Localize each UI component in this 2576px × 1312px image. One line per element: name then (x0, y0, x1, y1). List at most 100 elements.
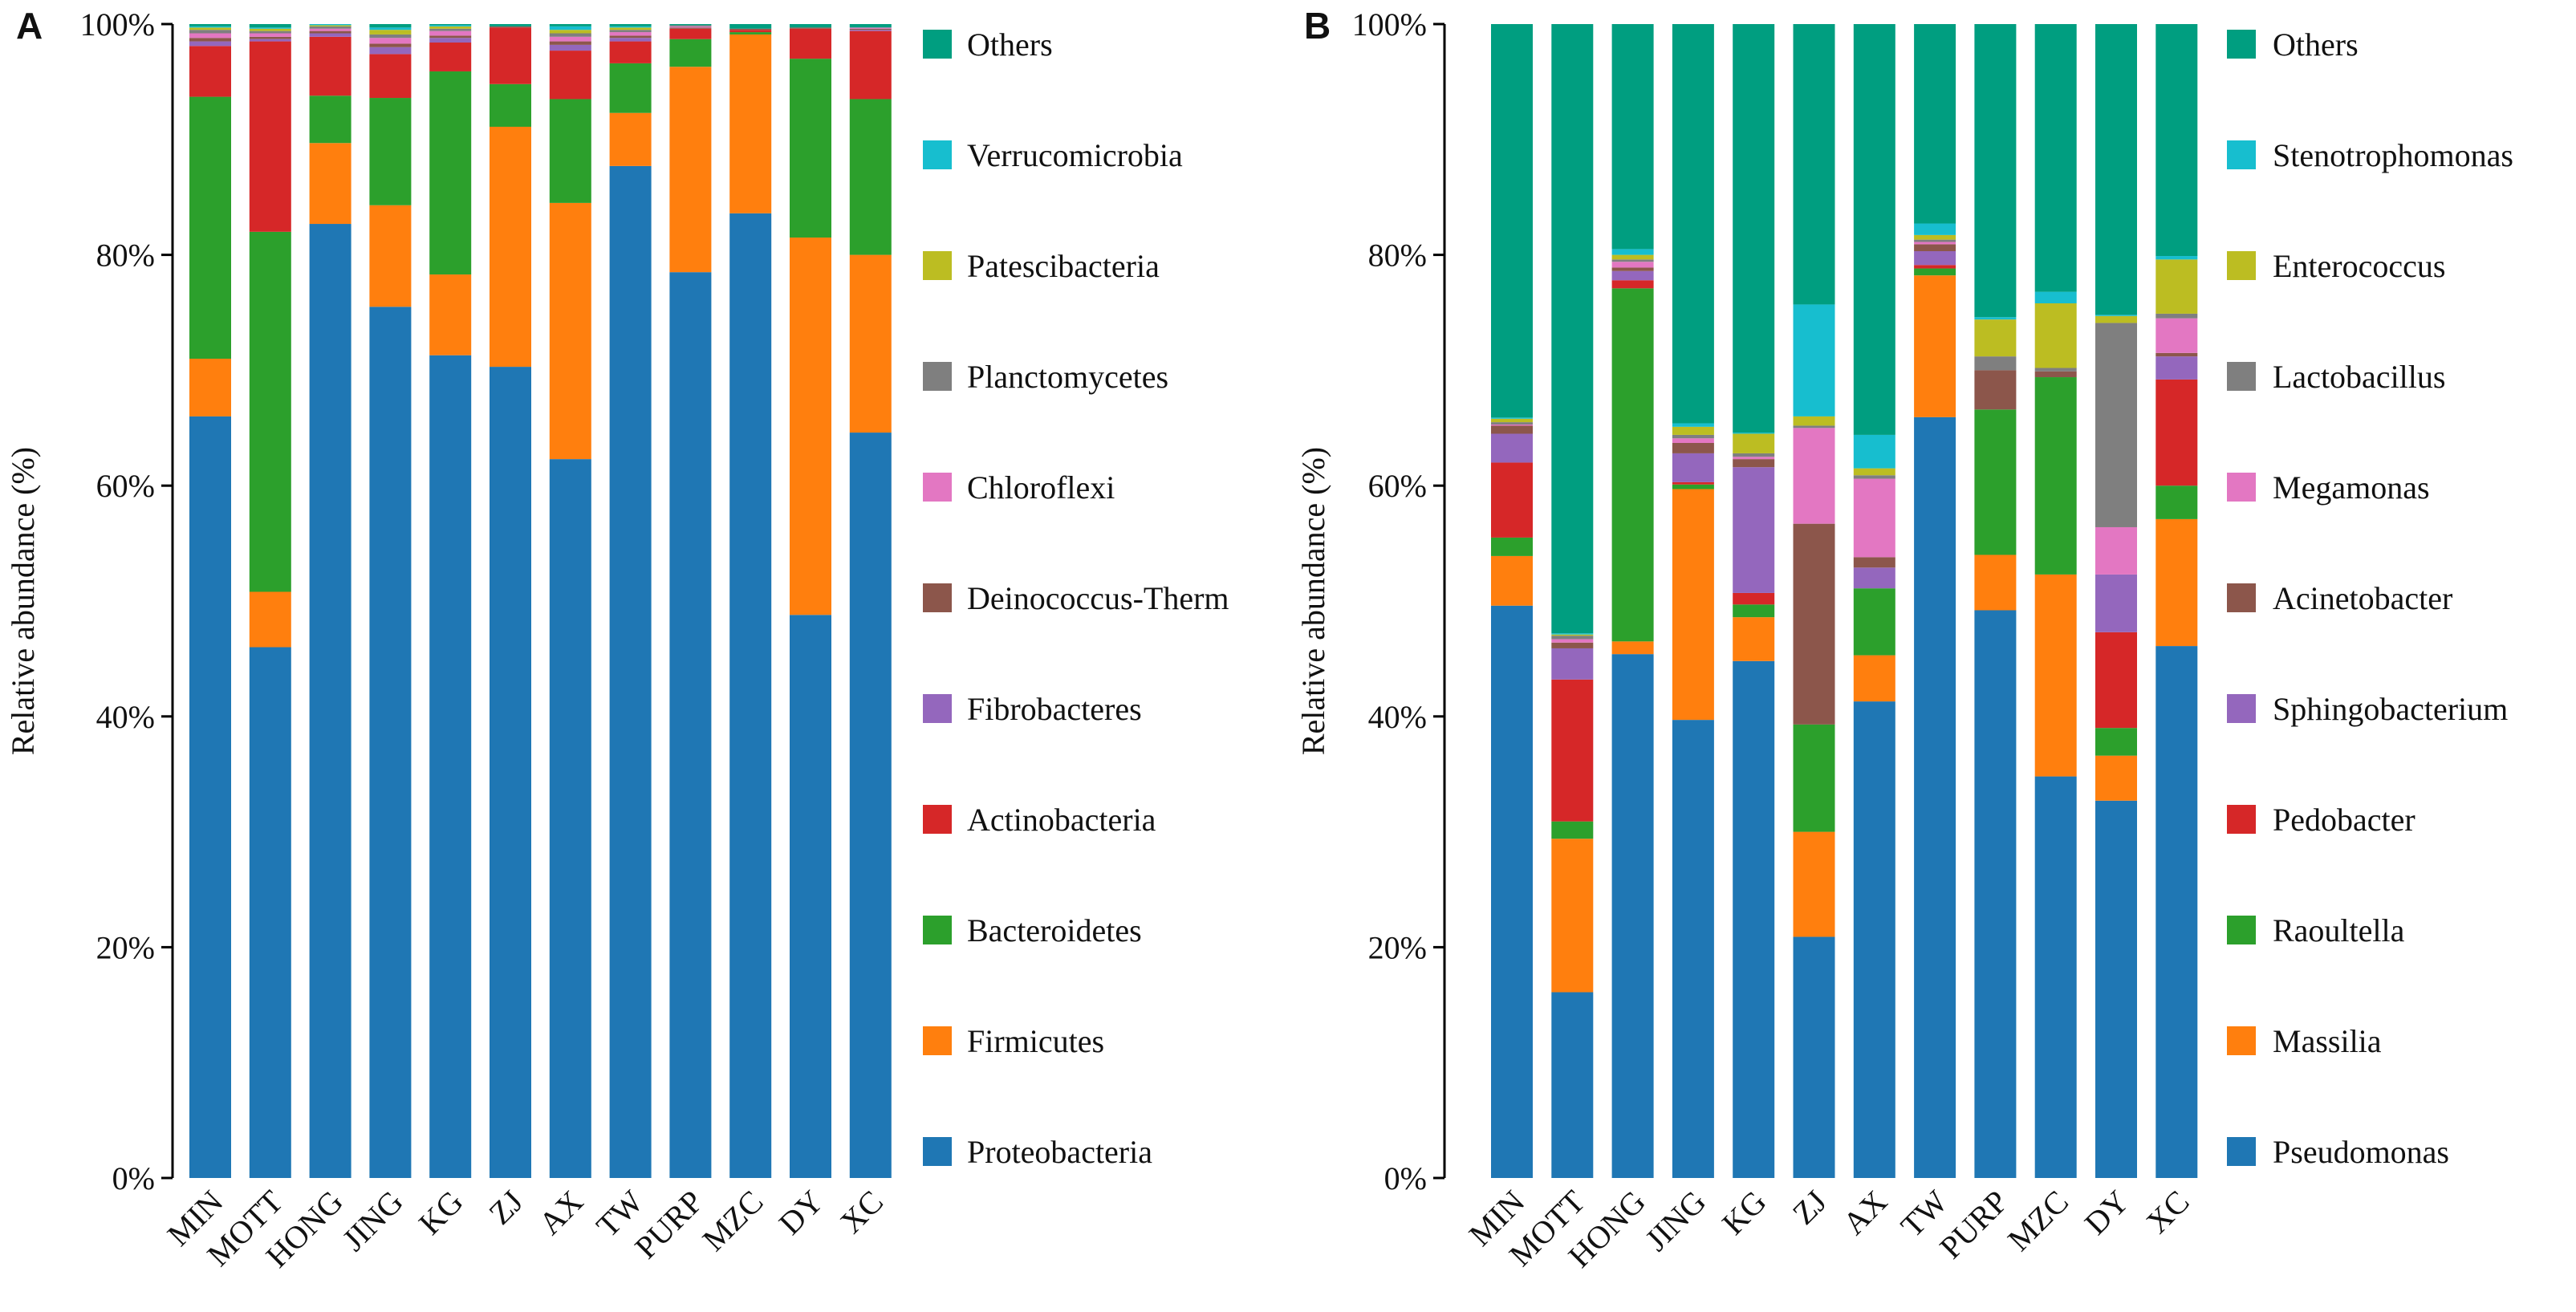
bar-segment (2155, 259, 2198, 314)
x-tick-label: JING (335, 1184, 410, 1258)
bar-segment (429, 35, 472, 39)
bar-segment (369, 24, 412, 28)
bar-segment (189, 24, 231, 26)
bar-segment (1914, 416, 1956, 1178)
bar-segment (849, 27, 892, 29)
y-tick-label: 60% (96, 468, 155, 504)
bar-segment (1793, 724, 1835, 832)
bar-segment (429, 24, 472, 26)
bar-segment (369, 43, 412, 47)
bar-segment (1733, 453, 1775, 457)
bar-segment (1793, 425, 1835, 429)
bar-segment (189, 33, 231, 39)
bar-segment (790, 59, 831, 238)
bar-segment (1672, 423, 1714, 427)
legend-label: Verrucomicrobia (967, 137, 1183, 173)
legend-swatch (923, 916, 952, 944)
x-tick-label: JING (1638, 1184, 1713, 1258)
bar-segment (1491, 433, 1533, 463)
bar-segment (790, 238, 831, 615)
bar-segment (1974, 409, 2017, 555)
bar-segment (609, 63, 652, 113)
y-tick-label: 100% (1352, 6, 1427, 43)
bar-segment (2034, 303, 2077, 368)
x-tick-label: MZC (2001, 1184, 2075, 1258)
bar-segment (1551, 633, 1594, 635)
bar-segment (1672, 434, 1714, 439)
bar-segment (1551, 648, 1594, 680)
bar-segment (1491, 422, 1533, 424)
bar-segment (1914, 242, 1956, 245)
bar-segment (1793, 936, 1835, 1178)
legend-swatch (2227, 694, 2256, 723)
bar-segment (249, 41, 291, 232)
bar-segment (2155, 646, 2198, 1178)
y-tick-label: 60% (1368, 468, 1427, 504)
bar-segment (549, 24, 591, 26)
legend-label: Fibrobacteres (967, 691, 1142, 727)
bar-segment (729, 213, 772, 1178)
bar-segment (549, 41, 591, 45)
legend-swatch (2227, 1137, 2256, 1166)
bar-segment (2034, 776, 2077, 1178)
x-tick-label: KG (412, 1184, 470, 1242)
legend-swatch (923, 805, 952, 834)
y-tick-label: 40% (1368, 699, 1427, 735)
legend-swatch (2227, 916, 2256, 944)
bar-segment (729, 28, 772, 30)
bar-segment (369, 307, 412, 1178)
bar-segment (790, 28, 831, 59)
bar-segment (1672, 442, 1714, 453)
bar-segment (1551, 639, 1594, 643)
bar-segment (189, 96, 231, 359)
bar-segment (1672, 720, 1714, 1178)
x-tick-label: ZJ (1786, 1184, 1834, 1232)
bar-segment (1853, 701, 1895, 1178)
bar-segment (249, 39, 291, 42)
legend-label: Others (967, 26, 1053, 63)
bar-segment (2155, 356, 2198, 380)
legend-swatch (2227, 251, 2256, 280)
bar-segment (2095, 800, 2137, 1178)
bar-segment (609, 41, 652, 63)
legend-swatch (923, 362, 952, 391)
bar-segment (2095, 728, 2137, 756)
legend-swatch (923, 473, 952, 502)
legend-label: Deinococcus-Therm (967, 580, 1229, 616)
bar-segment (1672, 426, 1714, 435)
y-axis-label: Relative abundance (%) (5, 447, 41, 755)
bar-segment (1914, 251, 1956, 266)
bar-segment (309, 26, 351, 29)
x-tick-label: PURP (628, 1184, 710, 1266)
bar-segment (189, 38, 231, 42)
bar-segment (1914, 275, 1956, 417)
bar-segment (309, 224, 351, 1179)
bar-segment (609, 30, 652, 33)
bar-segment (729, 34, 772, 213)
bar-segment (609, 165, 652, 1178)
bar-segment (1793, 428, 1835, 524)
bar-segment (1491, 418, 1533, 423)
legend-label: Actinobacteria (967, 802, 1156, 838)
x-tick-label: PURP (1932, 1184, 2015, 1266)
bar-segment (2095, 526, 2137, 575)
bar-segment (1853, 478, 1895, 558)
bar-segment (429, 43, 472, 71)
bar-segment (189, 359, 231, 416)
bar-segment (249, 231, 291, 592)
bar-segment (490, 26, 531, 28)
bar-segment (669, 25, 712, 26)
bar-segment (849, 99, 892, 255)
legend-swatch (923, 140, 952, 169)
x-tick-label: AX (1835, 1183, 1894, 1241)
bar-segment (1551, 24, 1594, 634)
legend: Others Stenotrophomonas Enterococcus Lactob… (2227, 26, 2513, 1170)
bar-segment (1793, 304, 1835, 416)
bar-segment (369, 27, 412, 30)
bar-segment (309, 36, 351, 96)
bar-segment (549, 99, 591, 203)
bar-segment (1733, 433, 1775, 453)
bar-segment (1611, 262, 1654, 268)
bar-segment (1974, 370, 2017, 410)
